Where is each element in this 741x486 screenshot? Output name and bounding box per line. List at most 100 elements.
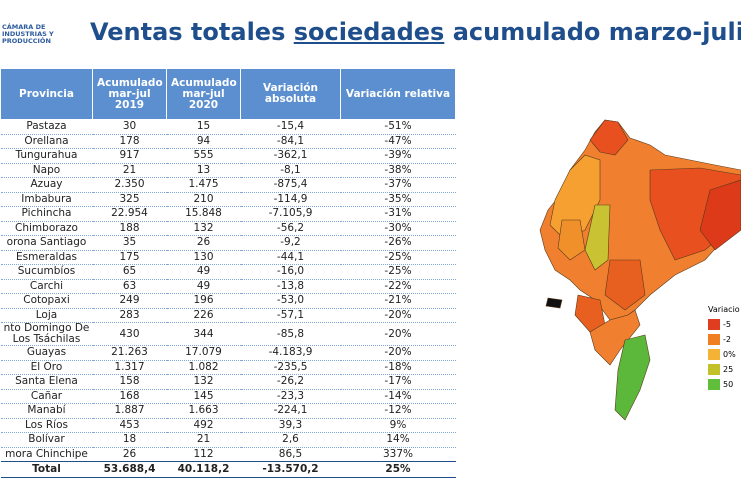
cell: -16,0 bbox=[240, 264, 341, 280]
cell: -114,9 bbox=[240, 192, 341, 207]
cell: 21 bbox=[92, 163, 167, 178]
cell: 130 bbox=[166, 250, 241, 265]
cell: 86,5 bbox=[240, 447, 341, 462]
table-row: Imbabura 325 210 -114,9 -35% bbox=[0, 192, 456, 207]
cell: -37% bbox=[340, 177, 456, 193]
cell: Pastaza bbox=[0, 119, 93, 135]
total-cell: -13.570,2 bbox=[240, 461, 341, 478]
cell: Imbabura bbox=[0, 192, 93, 207]
cell: orona Santiago bbox=[0, 235, 93, 251]
table-body: Pastaza 30 15 -15,4 -51% Orellana 178 94 -84,1 -4… bbox=[0, 119, 456, 478]
cell: -4.183,9 bbox=[240, 345, 341, 361]
table-row: Cañar 168 145 -23,3 -14% bbox=[0, 389, 456, 404]
cell: Los Ríos bbox=[0, 418, 93, 433]
cell: -85,8 bbox=[240, 322, 341, 346]
cell: 145 bbox=[166, 389, 241, 404]
cell: -23,3 bbox=[240, 389, 341, 404]
table-row: Los Ríos 453 492 39,3 9% bbox=[0, 418, 456, 433]
cell: nto Domingo De Los Tsáchilas bbox=[0, 322, 93, 346]
cell: 94 bbox=[166, 134, 241, 149]
cell: 15 bbox=[166, 119, 241, 135]
cell: Sucumbíos bbox=[0, 264, 93, 280]
cell: Pichincha bbox=[0, 206, 93, 222]
cell: -26% bbox=[340, 235, 456, 251]
legend-item: 50 bbox=[708, 377, 741, 392]
cell: 158 bbox=[92, 374, 167, 390]
table-row: Azuay 2.350 1.475 -875,4 -37% bbox=[0, 177, 456, 193]
table-row: Loja 283 226 -57,1 -20% bbox=[0, 308, 456, 323]
cell: 325 bbox=[92, 192, 167, 207]
total-cell: 40.118,2 bbox=[166, 461, 241, 478]
legend-title: Variacio bbox=[708, 305, 740, 314]
cell: Bolívar bbox=[0, 432, 93, 448]
column-header: Variación relativa bbox=[340, 68, 456, 120]
column-header: Acumulado mar-jul 2019 bbox=[92, 68, 167, 120]
cell: 49 bbox=[166, 279, 241, 294]
cell: -51% bbox=[340, 119, 456, 135]
total-row: Total 53.688,4 40.118,2 -13.570,2 25% bbox=[0, 461, 456, 478]
cell: 168 bbox=[92, 389, 167, 404]
cell: -47% bbox=[340, 134, 456, 149]
header-row: Provincia Acumulado mar-jul 2019 Acumulado… bbox=[0, 68, 456, 120]
cell: -12% bbox=[340, 403, 456, 419]
cell: 196 bbox=[166, 293, 241, 309]
cell: -875,4 bbox=[240, 177, 341, 193]
table-row: Napo 21 13 -8,1 -38% bbox=[0, 163, 456, 178]
cell: Cotopaxi bbox=[0, 293, 93, 309]
cell: 188 bbox=[92, 221, 167, 236]
total-cell: Total bbox=[0, 461, 93, 478]
cell: 2,6 bbox=[240, 432, 341, 448]
table-row: Bolívar 18 21 2,6 14% bbox=[0, 432, 456, 448]
legend-swatch bbox=[708, 334, 720, 345]
cell: 26 bbox=[92, 447, 167, 462]
title-part: acumulado marzo-julio bbox=[444, 18, 741, 46]
cell: -21% bbox=[340, 293, 456, 309]
cell: -25% bbox=[340, 264, 456, 280]
cell: -224,1 bbox=[240, 403, 341, 419]
cell: 21 bbox=[166, 432, 241, 448]
cell: El Oro bbox=[0, 360, 93, 375]
legend-swatch bbox=[708, 349, 720, 360]
cell: -17% bbox=[340, 374, 456, 390]
cell: 22.954 bbox=[92, 206, 167, 222]
logo: CÁMARA DE INDUSTRIAS Y PRODUCCIÓN bbox=[2, 23, 54, 45]
cell: 337% bbox=[340, 447, 456, 462]
sales-table: Provincia Acumulado mar-jul 2019 Acumulado… bbox=[0, 68, 456, 478]
cell: -26,2 bbox=[240, 374, 341, 390]
cell: 30 bbox=[92, 119, 167, 135]
cell: 344 bbox=[166, 322, 241, 346]
cell: 132 bbox=[166, 221, 241, 236]
cell: 1.887 bbox=[92, 403, 167, 419]
table-row: Santa Elena 158 132 -26,2 -17% bbox=[0, 374, 456, 390]
cell: -14% bbox=[340, 389, 456, 404]
table-row: nto Domingo De Los Tsáchilas 430 344 -85,8-… bbox=[0, 322, 456, 346]
title-underlined: sociedades bbox=[293, 18, 445, 46]
cell: Guayas bbox=[0, 345, 93, 361]
legend-swatch bbox=[708, 319, 720, 330]
cell: 175 bbox=[92, 250, 167, 265]
cell: 17.079 bbox=[166, 345, 241, 361]
cell: 178 bbox=[92, 134, 167, 149]
legend-swatch bbox=[708, 364, 720, 375]
cell: 1.082 bbox=[166, 360, 241, 375]
table-row: mora Chinchipe 26 112 86,5 337% bbox=[0, 447, 456, 462]
cell: 35 bbox=[92, 235, 167, 251]
column-header: Variación absoluta bbox=[240, 68, 341, 120]
cell: Carchi bbox=[0, 279, 93, 294]
cell: Santa Elena bbox=[0, 374, 93, 390]
cell: 430 bbox=[92, 322, 167, 346]
cell: 49 bbox=[166, 264, 241, 280]
cell: 132 bbox=[166, 374, 241, 390]
cell: -362,1 bbox=[240, 148, 341, 164]
cell: 21.263 bbox=[92, 345, 167, 361]
cell: Esmeraldas bbox=[0, 250, 93, 265]
cell: -20% bbox=[340, 322, 456, 346]
cell: Cañar bbox=[0, 389, 93, 404]
column-header: Acumulado mar-jul 2020 bbox=[166, 68, 241, 120]
cell: 14% bbox=[340, 432, 456, 448]
cell: 917 bbox=[92, 148, 167, 164]
map bbox=[539, 119, 741, 421]
cell: -38% bbox=[340, 163, 456, 178]
legend: Variacio -5 -2 0% 25 50 bbox=[708, 305, 741, 392]
